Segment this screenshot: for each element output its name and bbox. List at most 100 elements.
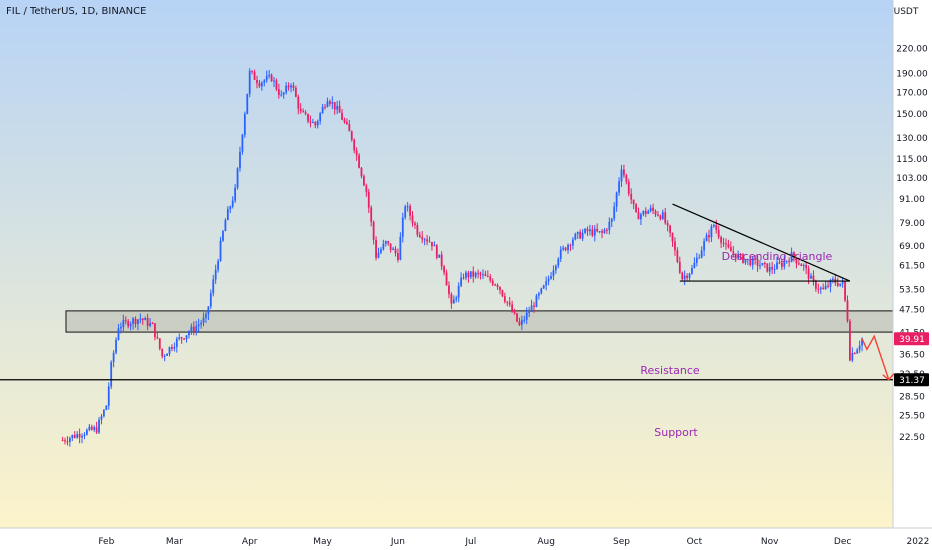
candle bbox=[120, 322, 122, 334]
candle-body bbox=[817, 288, 820, 290]
candle bbox=[625, 173, 628, 185]
candle bbox=[661, 209, 664, 221]
price-tick-label: 22.50 bbox=[899, 433, 925, 443]
candle bbox=[652, 203, 654, 215]
candle-body bbox=[209, 293, 212, 307]
candle-body bbox=[100, 416, 103, 420]
candle-body bbox=[365, 185, 368, 192]
candle bbox=[367, 188, 370, 213]
candle bbox=[695, 252, 698, 267]
candle bbox=[134, 316, 137, 328]
candle-body bbox=[853, 353, 856, 355]
candle bbox=[433, 241, 436, 247]
candle bbox=[477, 269, 480, 279]
candle-body bbox=[127, 321, 130, 327]
candle-body bbox=[530, 305, 533, 312]
candle bbox=[664, 207, 667, 225]
candle-body bbox=[518, 321, 521, 325]
candle bbox=[700, 246, 703, 259]
candle-body bbox=[248, 70, 251, 94]
candle-body bbox=[73, 435, 76, 438]
candle bbox=[635, 203, 637, 213]
chart-title: FIL / TetherUS, 1D, BINANCE bbox=[6, 6, 146, 17]
candle bbox=[292, 82, 295, 92]
candle bbox=[110, 360, 113, 390]
currency-label: USDT bbox=[894, 7, 919, 17]
candle-body bbox=[287, 85, 290, 88]
candle bbox=[256, 75, 258, 89]
time-tick-label: Dec bbox=[834, 537, 851, 547]
candle bbox=[841, 277, 844, 288]
candle bbox=[158, 338, 161, 351]
candle-body bbox=[404, 206, 407, 218]
candle-body bbox=[78, 433, 81, 438]
candle-body bbox=[195, 326, 198, 332]
candle bbox=[151, 322, 154, 325]
candle bbox=[355, 147, 358, 161]
candle bbox=[248, 68, 251, 98]
candle bbox=[499, 286, 501, 295]
candle-body bbox=[358, 155, 360, 168]
candle-body bbox=[749, 258, 752, 266]
candle bbox=[627, 178, 630, 197]
candle bbox=[501, 289, 504, 298]
candle-body bbox=[800, 264, 803, 267]
candle-body bbox=[554, 265, 557, 271]
candle-body bbox=[124, 320, 127, 322]
candle-body bbox=[620, 169, 623, 182]
candle bbox=[632, 199, 635, 210]
candle bbox=[494, 283, 497, 286]
candle bbox=[205, 310, 207, 323]
candle-body bbox=[472, 271, 475, 277]
candle bbox=[156, 332, 159, 340]
candle bbox=[226, 206, 229, 221]
candle-body bbox=[642, 210, 645, 215]
candle-body bbox=[406, 206, 409, 208]
candle bbox=[100, 413, 103, 425]
candle bbox=[608, 217, 611, 235]
candle bbox=[414, 221, 416, 229]
candle bbox=[387, 240, 390, 246]
candle-body bbox=[846, 300, 849, 322]
candle bbox=[168, 346, 171, 357]
projection-path bbox=[861, 334, 890, 380]
candle-body bbox=[336, 105, 339, 110]
candle-body bbox=[299, 108, 302, 112]
candle bbox=[506, 301, 509, 307]
time-tick-label: Feb bbox=[98, 537, 114, 547]
candle bbox=[173, 342, 176, 352]
time-axis-panel bbox=[0, 528, 932, 550]
candle bbox=[222, 230, 224, 242]
candle bbox=[618, 177, 620, 196]
candle-body bbox=[557, 258, 560, 266]
candle-body bbox=[197, 324, 200, 327]
candle-body bbox=[598, 231, 601, 233]
candle-body bbox=[596, 228, 599, 232]
candle bbox=[299, 103, 302, 114]
candle-body bbox=[586, 228, 589, 232]
candle-body bbox=[61, 440, 64, 442]
candle bbox=[462, 273, 465, 280]
candle-body bbox=[797, 263, 800, 265]
candle-body bbox=[581, 232, 584, 239]
candle bbox=[511, 300, 514, 313]
candle-body bbox=[241, 134, 244, 152]
candle bbox=[732, 245, 735, 258]
candle bbox=[287, 82, 290, 91]
candle bbox=[200, 319, 202, 329]
candle-body bbox=[537, 293, 540, 296]
candle-body bbox=[144, 318, 147, 321]
price-tick-label: 170.00 bbox=[896, 88, 928, 98]
candle bbox=[175, 336, 178, 353]
price-label-bg bbox=[894, 373, 929, 387]
candle-body bbox=[224, 220, 227, 232]
candle bbox=[681, 271, 684, 282]
candle-body bbox=[805, 264, 808, 269]
candle bbox=[207, 306, 210, 321]
candle bbox=[382, 239, 385, 251]
candle bbox=[319, 111, 322, 125]
candle-body bbox=[836, 282, 839, 286]
candle-body bbox=[734, 253, 737, 259]
candle-body bbox=[115, 339, 117, 353]
candle bbox=[399, 232, 402, 261]
